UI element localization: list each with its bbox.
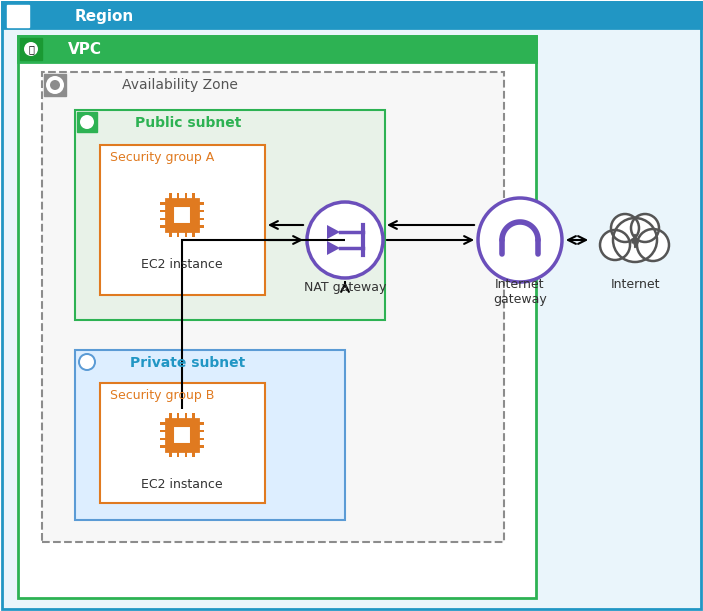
FancyBboxPatch shape [44, 74, 66, 96]
FancyBboxPatch shape [2, 2, 701, 28]
FancyBboxPatch shape [198, 422, 204, 425]
FancyBboxPatch shape [160, 225, 167, 228]
Circle shape [78, 353, 96, 371]
FancyBboxPatch shape [173, 206, 191, 224]
Circle shape [78, 113, 96, 131]
Circle shape [631, 214, 659, 242]
FancyBboxPatch shape [193, 413, 195, 419]
FancyBboxPatch shape [198, 437, 204, 440]
FancyBboxPatch shape [160, 422, 167, 425]
FancyBboxPatch shape [185, 413, 187, 419]
Circle shape [613, 218, 657, 262]
FancyBboxPatch shape [198, 445, 204, 448]
FancyBboxPatch shape [18, 36, 536, 62]
Text: Availability Zone: Availability Zone [122, 78, 238, 92]
Text: Security group A: Security group A [110, 152, 214, 164]
Circle shape [80, 115, 94, 129]
Polygon shape [327, 225, 340, 239]
FancyBboxPatch shape [169, 230, 172, 237]
FancyBboxPatch shape [176, 413, 179, 419]
Text: Public subnet: Public subnet [135, 116, 241, 130]
FancyBboxPatch shape [185, 450, 187, 457]
FancyBboxPatch shape [75, 350, 345, 520]
FancyBboxPatch shape [160, 430, 167, 433]
FancyBboxPatch shape [18, 36, 536, 598]
FancyBboxPatch shape [160, 210, 167, 213]
Text: Private subnet: Private subnet [130, 356, 245, 370]
Text: Internet: Internet [610, 279, 659, 291]
FancyBboxPatch shape [198, 225, 204, 228]
Circle shape [24, 42, 38, 56]
FancyBboxPatch shape [160, 445, 167, 448]
Text: 🔒: 🔒 [28, 44, 34, 54]
FancyBboxPatch shape [176, 450, 179, 457]
Polygon shape [327, 241, 340, 255]
FancyBboxPatch shape [20, 38, 42, 60]
FancyBboxPatch shape [7, 5, 29, 27]
FancyBboxPatch shape [169, 193, 172, 199]
Text: EC2 instance: EC2 instance [141, 258, 223, 271]
FancyBboxPatch shape [100, 383, 265, 503]
Circle shape [478, 198, 562, 282]
FancyBboxPatch shape [193, 450, 195, 457]
FancyBboxPatch shape [185, 230, 187, 237]
FancyBboxPatch shape [185, 193, 187, 199]
FancyBboxPatch shape [176, 230, 179, 237]
FancyBboxPatch shape [160, 202, 167, 205]
FancyBboxPatch shape [198, 202, 204, 205]
Text: Internet
gateway: Internet gateway [493, 278, 547, 306]
Circle shape [611, 214, 639, 242]
Circle shape [307, 202, 383, 278]
Circle shape [44, 74, 66, 96]
Text: VPC: VPC [68, 43, 102, 57]
FancyBboxPatch shape [198, 210, 204, 213]
FancyBboxPatch shape [198, 430, 204, 433]
Circle shape [50, 80, 60, 90]
FancyBboxPatch shape [160, 218, 167, 220]
FancyBboxPatch shape [198, 218, 204, 220]
Circle shape [80, 355, 94, 369]
FancyBboxPatch shape [75, 110, 385, 320]
FancyBboxPatch shape [173, 426, 191, 444]
FancyBboxPatch shape [167, 199, 198, 230]
FancyBboxPatch shape [193, 193, 195, 199]
Circle shape [600, 230, 630, 260]
FancyBboxPatch shape [42, 72, 504, 542]
FancyBboxPatch shape [169, 413, 172, 419]
FancyBboxPatch shape [176, 193, 179, 199]
FancyBboxPatch shape [167, 419, 198, 450]
FancyBboxPatch shape [77, 112, 97, 132]
FancyBboxPatch shape [193, 230, 195, 237]
Text: Security group B: Security group B [110, 389, 214, 403]
FancyBboxPatch shape [160, 437, 167, 440]
Circle shape [637, 229, 669, 261]
FancyBboxPatch shape [100, 145, 265, 295]
Text: Region: Region [75, 9, 134, 23]
Text: EC2 instance: EC2 instance [141, 478, 223, 491]
Circle shape [46, 76, 64, 94]
FancyBboxPatch shape [169, 450, 172, 457]
Text: NAT gateway: NAT gateway [304, 282, 386, 295]
